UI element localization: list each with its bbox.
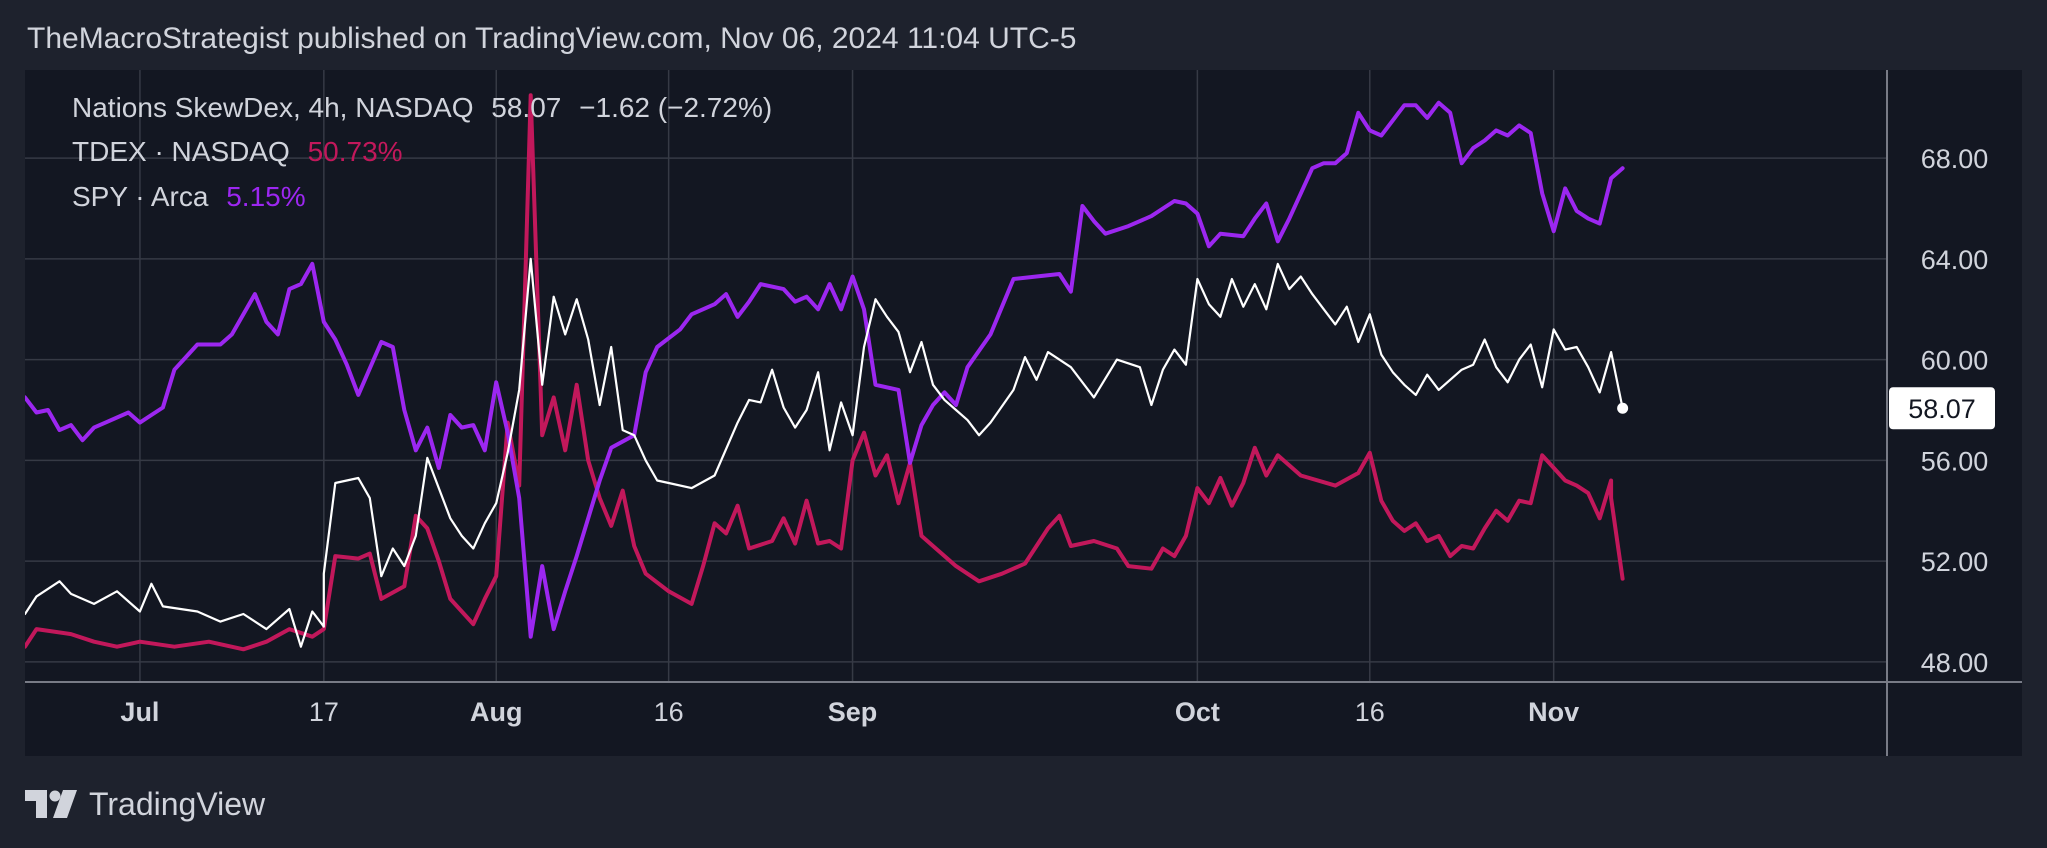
x-tick-label: Jul [120,697,159,727]
series-line-spy [25,100,1625,639]
x-tick-label: 16 [1355,697,1385,727]
y-tick-label: 48.00 [1921,648,1989,678]
last-price-label: 58.07 [1908,394,1976,424]
y-tick-label: 64.00 [1921,245,1989,275]
tradingview-logo-icon [25,790,77,818]
publisher-header: TheMacroStrategist published on TradingV… [27,22,1077,55]
series-line-tdex [25,93,1625,652]
y-tick-label: 68.00 [1921,144,1989,174]
legend-spy-value: 5.15% [226,181,306,212]
legend-spy-name: SPY · Arca [72,181,209,212]
y-tick-label: 56.00 [1921,446,1989,476]
x-tick-label: Oct [1175,697,1220,727]
x-tick-label: Aug [470,697,522,727]
legend-skewdex-name: Nations SkewDex, 4h, NASDAQ [72,92,474,123]
legend-spy[interactable]: SPY · Arca 5.15% [72,181,316,213]
footer-brand: TradingView [89,785,266,822]
chart-panel[interactable]: 48.00 52.00 56.00 60.00 64.00 68.00 Jul 17 Aug 16… [25,70,2022,756]
y-tick-label: 60.00 [1921,346,1989,376]
legend-tdex-value: 50.73% [307,136,403,167]
last-price-label-bg [1889,387,1995,430]
series-line-skewdex [25,257,1624,648]
legend-skewdex[interactable]: Nations SkewDex, 4h, NASDAQ 58.07 −1.62 … [72,92,782,124]
price-chart[interactable]: 48.00 52.00 56.00 60.00 64.00 68.00 Jul 17 Aug 16… [25,70,2022,756]
footer: TradingView [25,784,265,824]
legend-skewdex-value: 58.07 [491,92,562,123]
x-tick-label: Sep [828,697,878,727]
x-tick-label: Nov [1528,697,1579,727]
last-price-dot [1617,402,1629,414]
legend-tdex-name: TDEX · NASDAQ [72,136,290,167]
x-tick-label: 16 [654,697,684,727]
y-tick-label: 52.00 [1921,547,1989,577]
x-tick-label: 17 [309,697,339,727]
legend-tdex[interactable]: TDEX · NASDAQ 50.73% [72,136,413,168]
legend-skewdex-change: −1.62 (−2.72%) [579,92,773,123]
